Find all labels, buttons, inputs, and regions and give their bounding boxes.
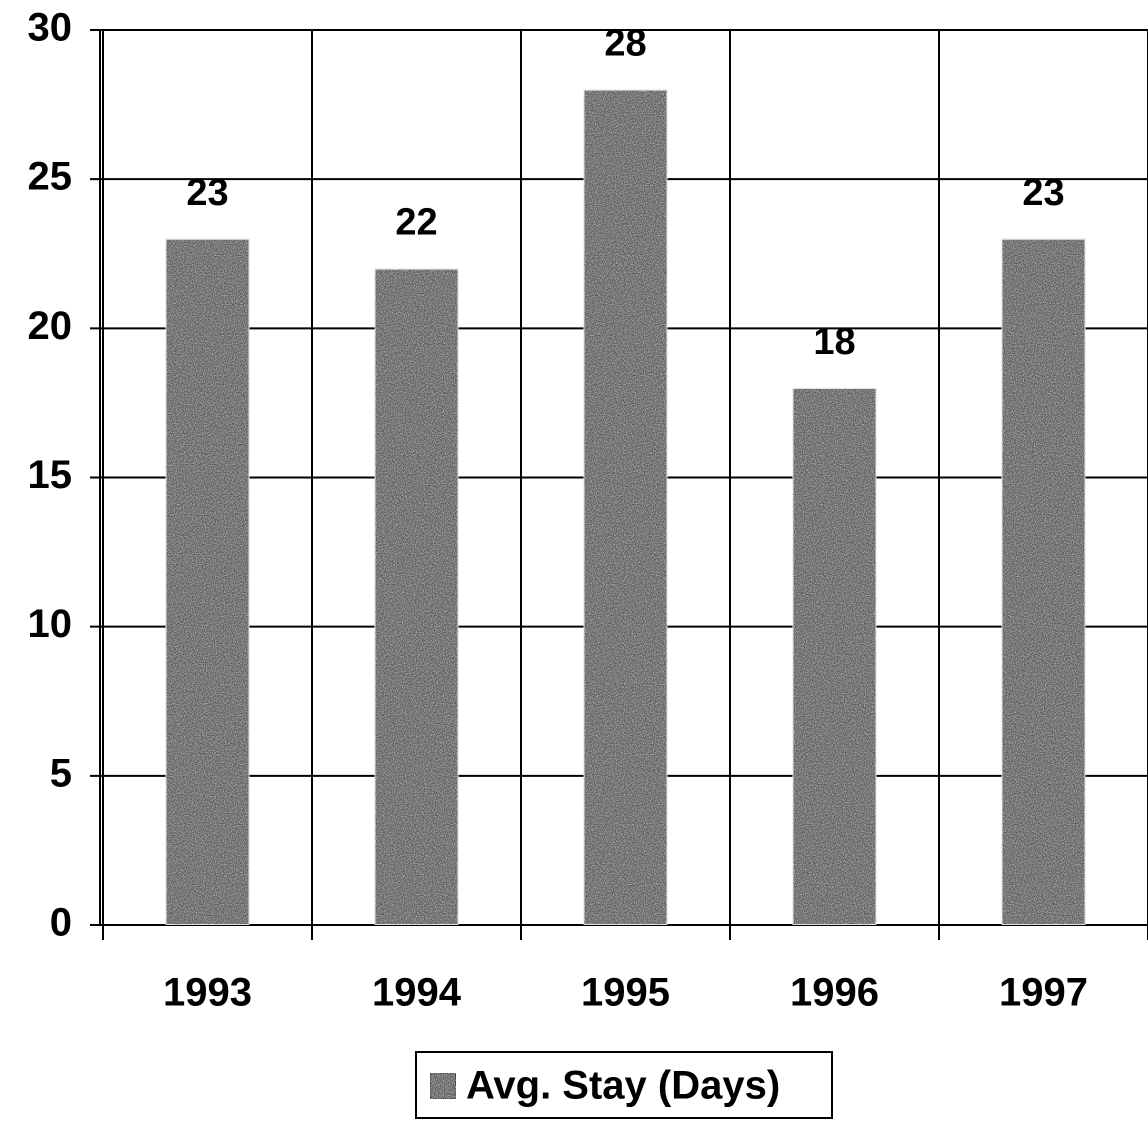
data-label: 22 bbox=[395, 202, 437, 244]
data-label: 28 bbox=[604, 23, 646, 65]
y-tick-label: 5 bbox=[50, 751, 72, 795]
bar bbox=[1000, 237, 1087, 927]
bar bbox=[791, 387, 878, 926]
y-tick-label: 0 bbox=[50, 901, 72, 945]
bar bbox=[582, 88, 669, 926]
x-tick-label: 1993 bbox=[163, 971, 252, 1015]
x-tick-label: 1997 bbox=[999, 971, 1088, 1015]
y-tick-label: 30 bbox=[28, 6, 73, 50]
legend: Avg. Stay (Days) bbox=[415, 1051, 833, 1119]
bar bbox=[373, 267, 460, 926]
y-tick-label: 25 bbox=[28, 155, 73, 199]
y-tick-label: 10 bbox=[28, 602, 73, 646]
legend-label: Avg. Stay (Days) bbox=[466, 1064, 780, 1108]
data-label: 18 bbox=[813, 321, 855, 363]
data-label: 23 bbox=[1022, 172, 1064, 214]
data-label: 23 bbox=[186, 172, 228, 214]
y-tick-label: 15 bbox=[28, 453, 73, 497]
bar bbox=[164, 237, 251, 927]
x-tick-label: 1995 bbox=[581, 971, 670, 1015]
legend-box bbox=[415, 1051, 833, 1119]
legend-swatch bbox=[429, 1072, 457, 1100]
x-tick-label: 1994 bbox=[372, 971, 462, 1015]
x-tick-label: 1996 bbox=[790, 971, 879, 1015]
y-tick-label: 20 bbox=[28, 304, 73, 348]
